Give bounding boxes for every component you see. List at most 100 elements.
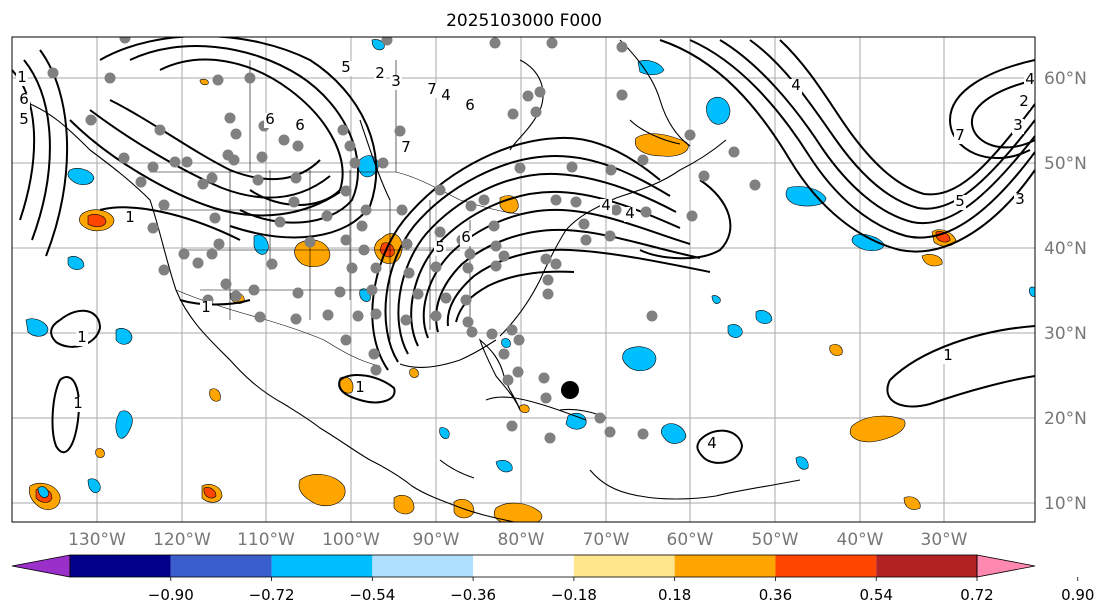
contour-label: 4 [1025,70,1035,88]
negative-anomaly-areas [25,39,1035,498]
colorbar-tick-label: −0.72 [249,586,295,604]
colorbar-tick-label: 0.18 [658,586,691,604]
station-dot [370,262,382,274]
contour-label: 5 [19,110,29,128]
station-dot [686,210,698,222]
station-dot [578,218,590,230]
contour-label-bg [1018,95,1030,110]
contour-label: 6 [461,228,471,246]
contour-label: 5 [435,238,445,256]
contour-label-bg [426,83,438,98]
longitude-label: 50°W [752,530,799,550]
colorbar-bin [70,555,171,577]
station-dot [252,174,264,186]
station-dot [610,204,622,216]
station-dot [346,262,358,274]
station-dot [544,432,556,444]
station-dot [550,194,562,206]
latitude-label: 30°N [1044,324,1087,344]
station-dot [489,37,501,49]
station-dot [530,106,542,118]
station-dot [507,108,519,120]
contour-label-bg [340,61,352,76]
colorbar-outline [69,554,978,578]
station-dot [534,86,546,98]
station-dot [334,286,346,298]
contour-label-bg [124,211,136,226]
station-dot [248,284,260,296]
station-dot [637,428,649,440]
contour-label: 4 [601,196,611,214]
contour-label-bg [72,397,84,412]
station-dot [349,157,361,169]
station-dot [465,200,477,212]
station-dot [430,310,442,322]
station-dot [154,124,166,136]
station-dot [337,124,349,136]
latitude-labels: 60°N 50°N 40°N 30°N 20°N 10°N [1044,69,1087,514]
longitude-label: 70°W [583,530,630,550]
station-dot [488,220,500,232]
station-dot [394,125,406,137]
contour-label-bg [354,381,366,396]
colorbar-bin [775,555,877,577]
colorbar-bin [372,555,474,577]
station-dot [434,184,446,196]
station-dot [344,140,356,152]
station-dot [460,294,472,306]
station-dot [506,324,518,336]
map-title: 2025103000 F000 [446,11,602,31]
station-dot [340,234,352,246]
station-dot [358,244,370,256]
shading-layer [25,39,1035,522]
station-dot [580,234,592,246]
colorbar-tick-label: 0.54 [860,586,893,604]
contour-label: 6 [265,110,275,128]
station-dot [749,179,761,191]
station-dot [197,178,209,190]
station-dot [542,274,554,286]
station-dot [604,426,616,438]
station-dot [646,310,658,322]
station-dot [228,154,240,166]
station-dot [412,288,424,300]
colorbar-tick-label: 0.72 [960,586,993,604]
plot-background [12,37,1035,522]
station-dot [430,261,442,273]
station-dot [514,162,526,174]
station-dot [640,206,652,218]
contour-label-bg [76,331,88,346]
contour-label-bg [464,99,476,114]
colorbar-bin [876,555,977,577]
colorbar-bin [271,555,373,577]
station-dot [322,309,334,321]
station-dot [490,260,502,272]
longitude-labels: 130°W 120°W 110°W 100°W 90°W 80°W 70°W 60°W 50°W… [68,530,968,550]
contour-label: 6 [465,96,475,114]
contour-label-bg [374,67,386,82]
longitude-label: 90°W [413,530,460,550]
contour-label: 5 [341,58,351,76]
contour-label-bg [954,129,966,144]
station-dot [292,287,304,299]
contour-label: 3 [1015,190,1025,208]
longitude-label: 130°W [68,530,126,550]
station-dot [213,238,225,250]
contour-label: 5 [955,192,965,210]
station-dot [104,72,116,84]
station-dot [209,212,221,224]
longitude-label: 120°W [153,530,211,550]
station-dot [256,151,268,163]
station-dot [266,258,278,270]
contour-label-bg [16,71,28,86]
station-dot [506,420,518,432]
station-dot [366,284,378,296]
station-dot [396,204,408,216]
contour-label: 6 [19,90,29,108]
station-dot [400,314,412,326]
colorbar-bin [170,555,272,577]
station-dot [381,37,393,46]
latitude-label: 50°N [1044,154,1087,174]
latitude-label: 20°N [1044,409,1087,429]
